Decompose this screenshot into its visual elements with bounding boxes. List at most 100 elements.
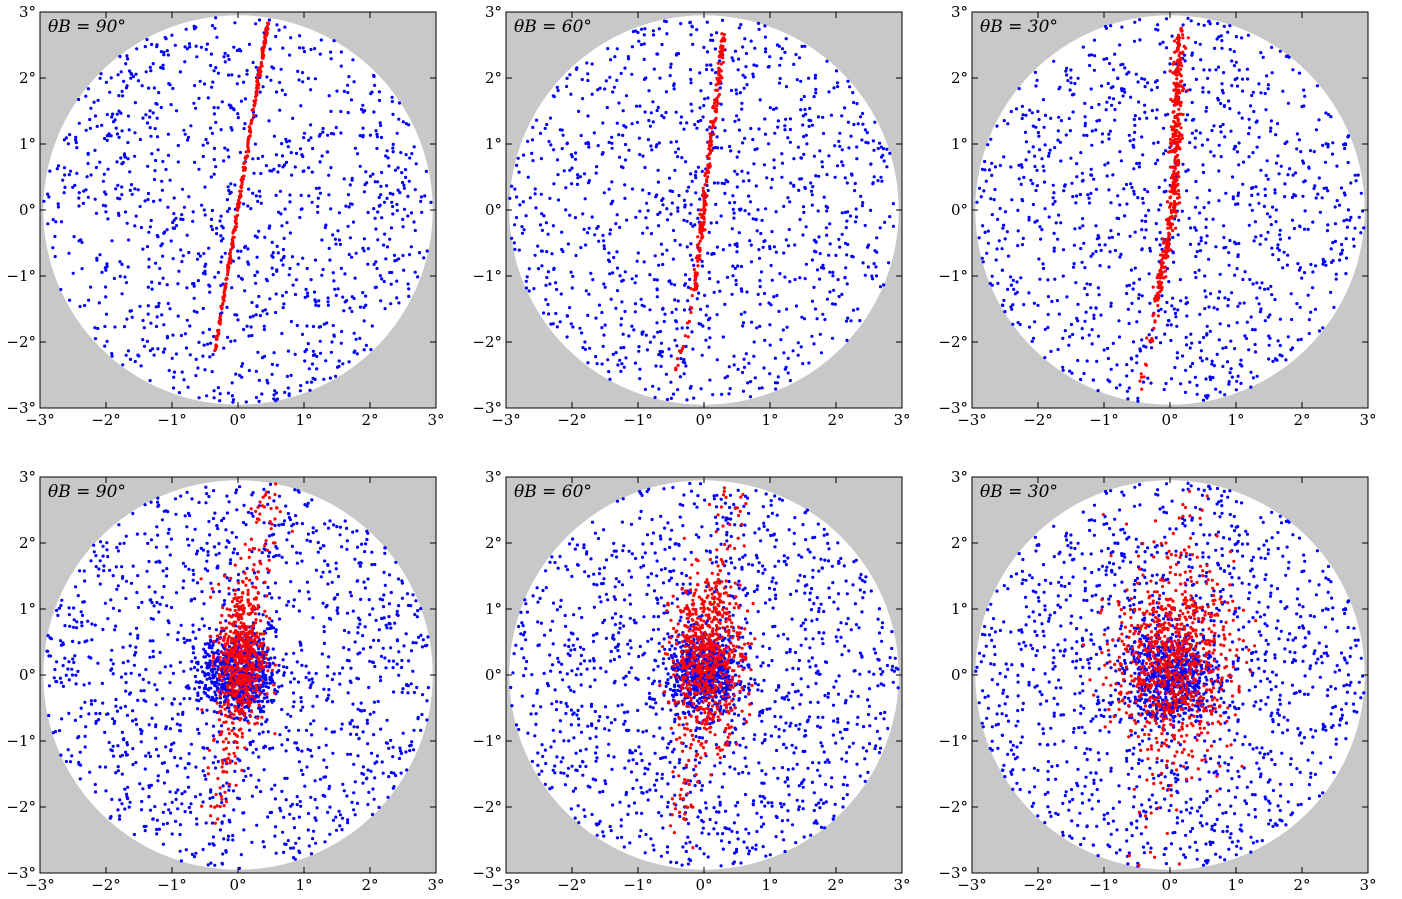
point-background bbox=[733, 242, 737, 247]
point-background bbox=[728, 201, 732, 205]
point-background bbox=[312, 290, 317, 294]
point-background bbox=[513, 247, 517, 251]
point-background bbox=[323, 225, 327, 230]
point-background bbox=[727, 365, 731, 369]
point-background bbox=[1290, 346, 1295, 350]
point-background bbox=[671, 228, 676, 233]
point-background bbox=[155, 45, 159, 49]
point-background bbox=[1261, 55, 1265, 60]
point-background bbox=[757, 127, 761, 131]
point-background bbox=[1150, 88, 1154, 92]
point-background bbox=[1027, 218, 1031, 222]
point-background bbox=[1110, 103, 1114, 107]
point-background bbox=[615, 47, 619, 51]
point-background bbox=[887, 261, 891, 265]
point-background bbox=[1135, 361, 1139, 365]
point-background bbox=[1147, 333, 1151, 337]
point-background bbox=[610, 146, 614, 150]
point-background bbox=[357, 737, 361, 741]
point-background bbox=[807, 76, 811, 80]
point-background bbox=[209, 224, 213, 228]
point-background bbox=[116, 808, 120, 812]
point-background bbox=[1075, 175, 1079, 179]
point-signal-tail bbox=[1156, 314, 1160, 318]
point-background bbox=[1154, 27, 1158, 31]
point-background bbox=[561, 249, 565, 254]
point-background bbox=[121, 363, 125, 367]
point-background bbox=[407, 287, 411, 291]
point-background bbox=[1141, 201, 1145, 205]
point-background bbox=[94, 165, 98, 170]
point-background bbox=[146, 541, 150, 546]
point-background bbox=[787, 227, 791, 232]
point-background bbox=[1202, 335, 1206, 340]
point-background bbox=[576, 176, 580, 180]
point-background bbox=[586, 72, 590, 76]
point-signal bbox=[1181, 36, 1185, 40]
point-background bbox=[1114, 386, 1119, 390]
point-background bbox=[1089, 254, 1093, 258]
point-background bbox=[120, 89, 124, 93]
point-background bbox=[206, 863, 210, 867]
point-background bbox=[650, 148, 654, 152]
point-background bbox=[1183, 59, 1187, 63]
point-background bbox=[1163, 178, 1167, 182]
point-background bbox=[234, 372, 238, 376]
point-background bbox=[378, 274, 382, 278]
point-background bbox=[1098, 264, 1102, 268]
point-background bbox=[709, 221, 713, 225]
point-background bbox=[854, 215, 859, 219]
point-signal bbox=[224, 285, 228, 289]
point-background bbox=[1095, 237, 1099, 241]
point-signal bbox=[1170, 149, 1174, 154]
point-background bbox=[153, 127, 157, 131]
point-background bbox=[570, 286, 574, 290]
point-background bbox=[1129, 268, 1133, 272]
point-background bbox=[1021, 113, 1025, 117]
point-background bbox=[241, 362, 245, 366]
point-signal bbox=[696, 264, 700, 268]
point-background bbox=[407, 294, 411, 298]
point-background bbox=[253, 273, 257, 278]
point-background bbox=[189, 599, 193, 603]
point-signal bbox=[712, 132, 716, 136]
point-background bbox=[587, 226, 591, 230]
point-background bbox=[259, 171, 263, 176]
series-background bbox=[975, 16, 1366, 403]
point-background bbox=[282, 236, 286, 240]
point-background bbox=[812, 95, 816, 99]
point-background bbox=[1068, 88, 1072, 92]
point-background bbox=[845, 282, 849, 286]
point-signal bbox=[1171, 71, 1175, 75]
point-background bbox=[791, 349, 795, 353]
point-background bbox=[56, 205, 61, 209]
point-background bbox=[1221, 346, 1225, 350]
point-background bbox=[554, 281, 558, 285]
point-signal bbox=[262, 53, 266, 57]
point-background bbox=[1109, 301, 1113, 305]
point-background bbox=[1185, 314, 1189, 318]
point-background bbox=[411, 748, 416, 752]
point-background bbox=[391, 204, 395, 209]
point-background bbox=[793, 277, 797, 282]
point-background bbox=[401, 253, 405, 258]
point-background bbox=[165, 49, 169, 53]
point-background bbox=[1223, 296, 1227, 300]
point-background bbox=[683, 273, 688, 277]
point-background bbox=[1220, 39, 1224, 43]
point-background bbox=[843, 210, 848, 214]
point-background bbox=[115, 112, 119, 116]
point-background bbox=[731, 207, 735, 211]
point-background bbox=[59, 603, 63, 608]
point-background bbox=[328, 519, 332, 523]
point-background bbox=[1185, 113, 1190, 117]
point-background bbox=[309, 683, 313, 687]
point-background bbox=[315, 367, 319, 371]
point-background bbox=[101, 179, 105, 183]
point-background bbox=[301, 256, 305, 260]
point-background bbox=[113, 325, 117, 329]
point-background bbox=[376, 210, 380, 214]
point-background bbox=[372, 207, 376, 211]
point-background bbox=[48, 169, 52, 173]
point-background bbox=[1074, 281, 1078, 285]
